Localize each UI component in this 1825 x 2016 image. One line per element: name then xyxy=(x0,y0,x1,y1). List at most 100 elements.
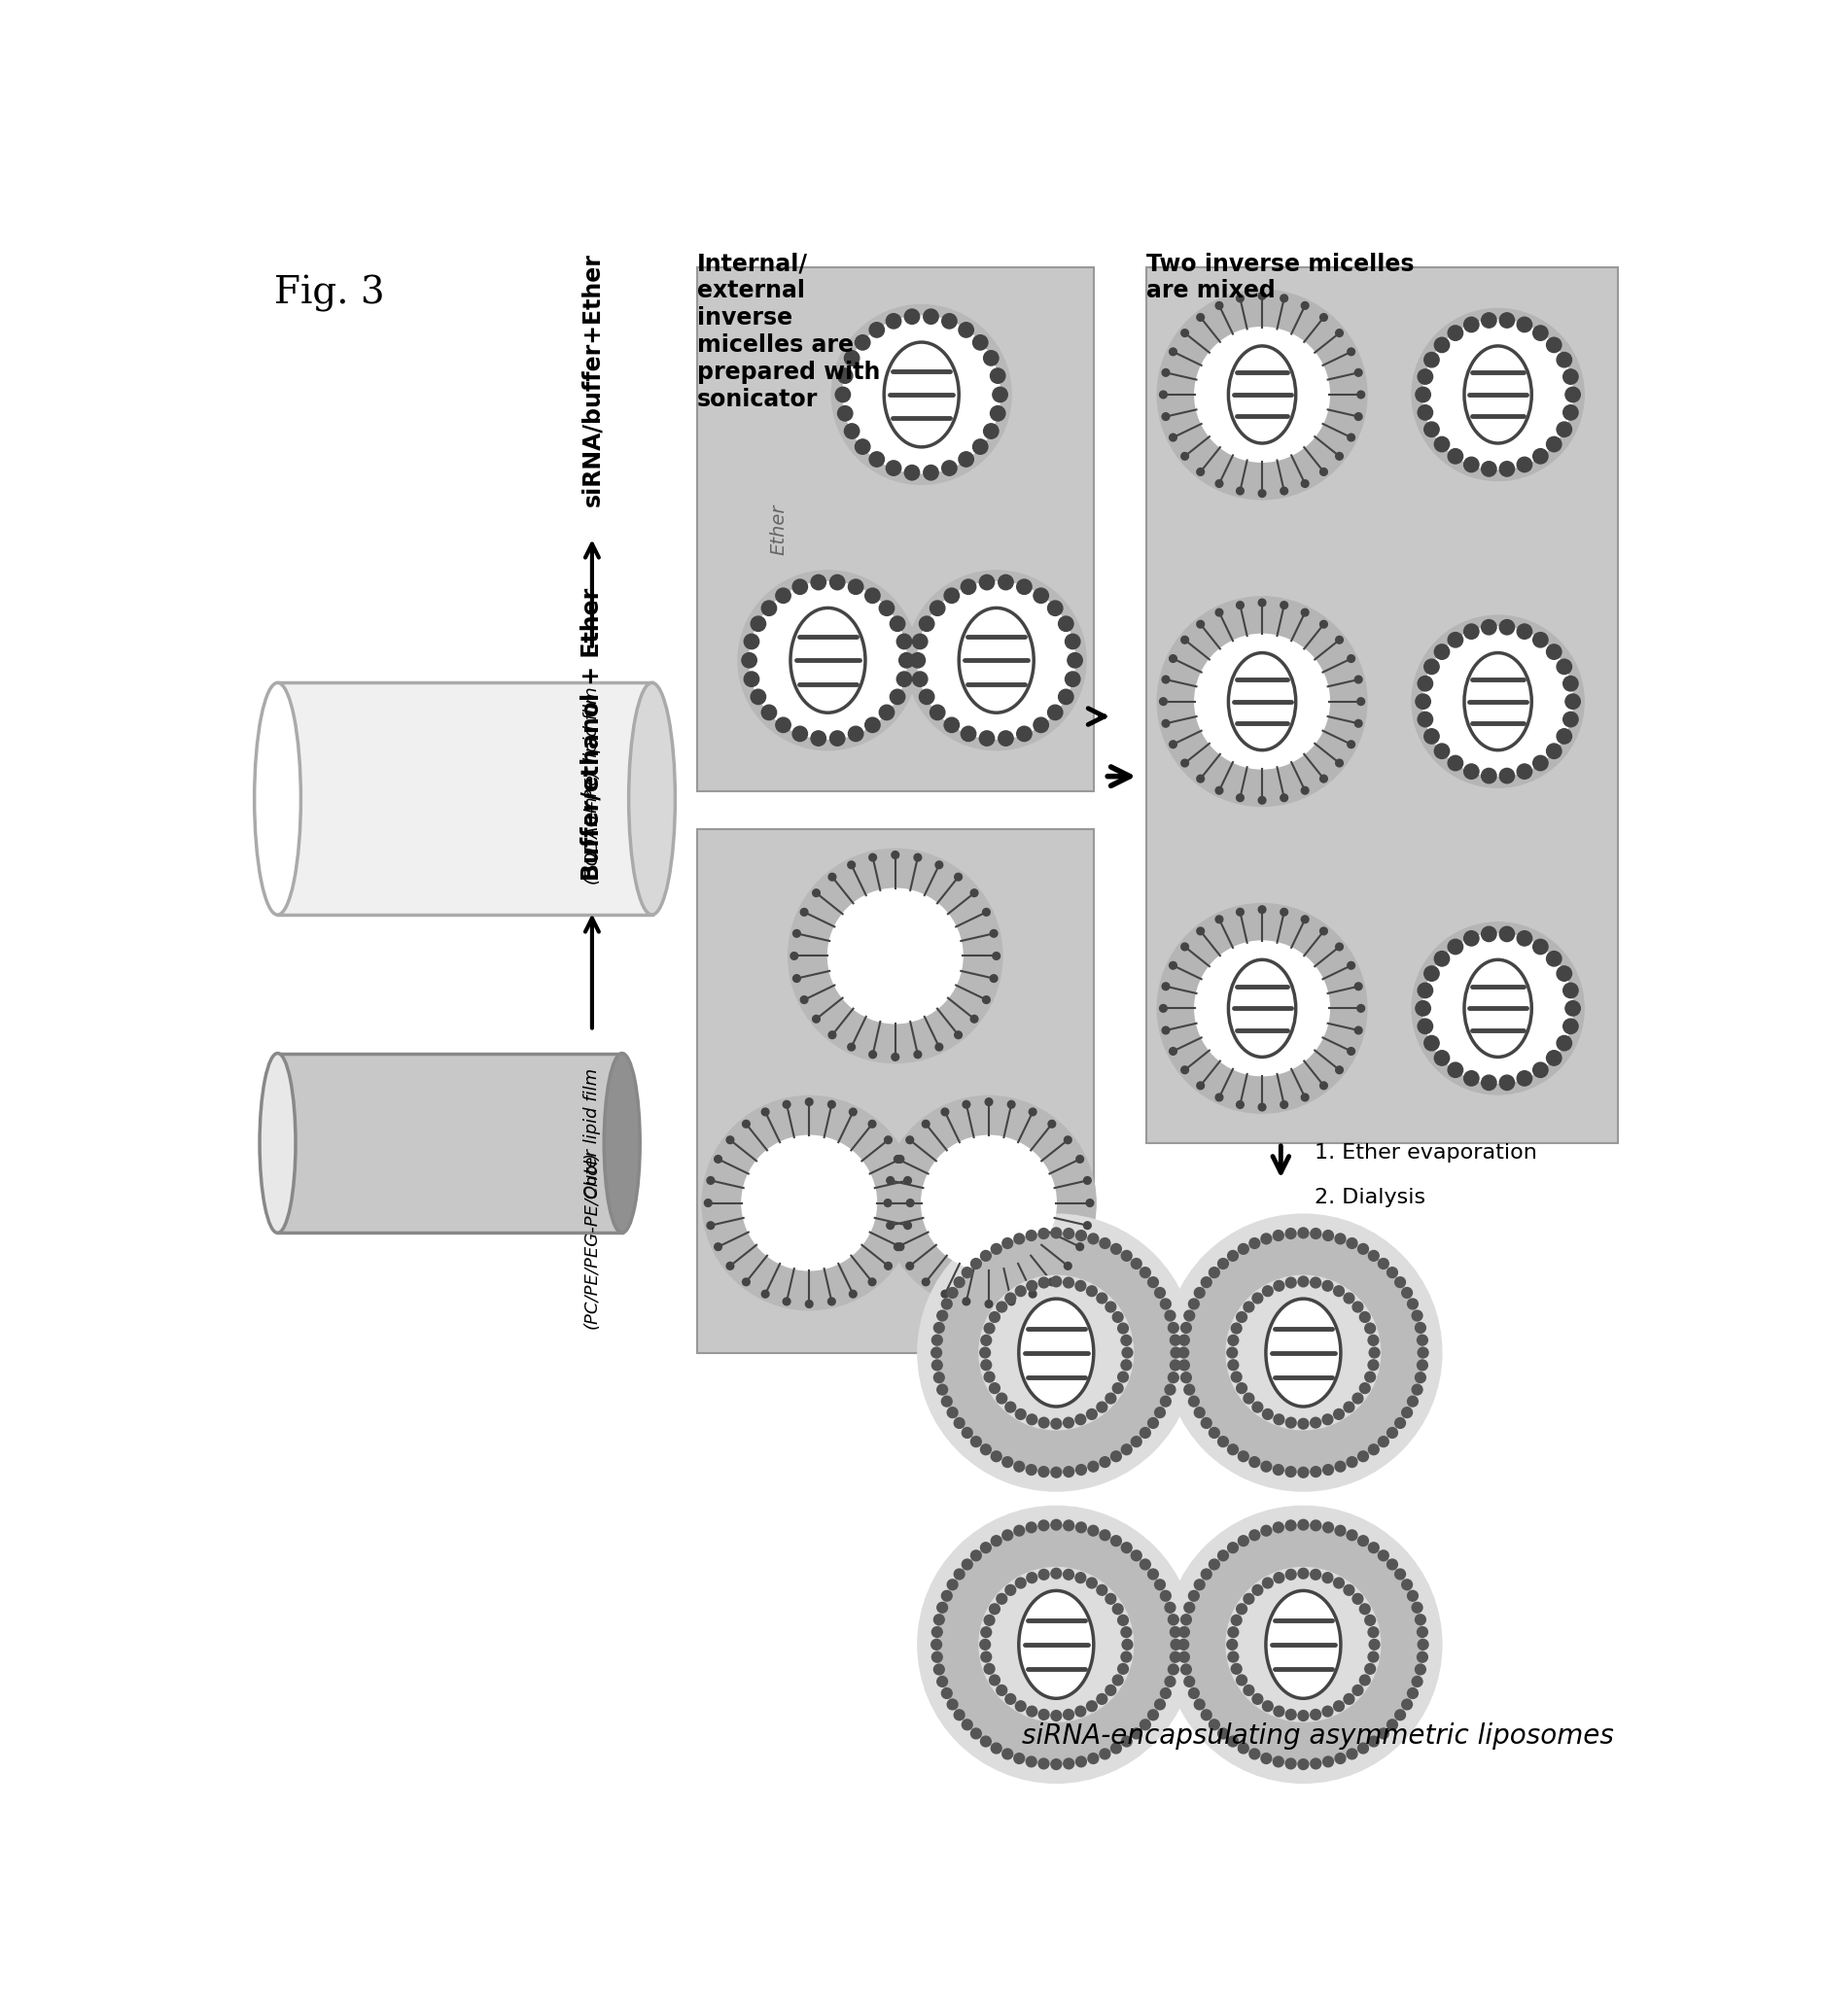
Circle shape xyxy=(1285,1228,1296,1238)
Circle shape xyxy=(1161,1591,1172,1601)
Circle shape xyxy=(1369,1359,1378,1371)
Circle shape xyxy=(1414,1373,1425,1383)
Circle shape xyxy=(1323,1413,1332,1425)
Circle shape xyxy=(982,1359,991,1371)
Circle shape xyxy=(1002,1530,1013,1540)
Circle shape xyxy=(1243,1393,1254,1403)
Circle shape xyxy=(1343,1693,1354,1704)
Circle shape xyxy=(1228,1627,1239,1637)
Circle shape xyxy=(954,1417,965,1427)
Ellipse shape xyxy=(1228,960,1296,1056)
Circle shape xyxy=(1141,1268,1150,1278)
Circle shape xyxy=(1369,1639,1380,1649)
Circle shape xyxy=(1517,458,1531,472)
Circle shape xyxy=(1038,1710,1049,1720)
Circle shape xyxy=(761,601,776,615)
Circle shape xyxy=(1236,794,1245,802)
Circle shape xyxy=(982,909,991,915)
Circle shape xyxy=(1228,1335,1239,1345)
Circle shape xyxy=(1354,369,1361,377)
Circle shape xyxy=(1416,694,1431,710)
Circle shape xyxy=(1232,1663,1241,1673)
Circle shape xyxy=(1097,1693,1108,1704)
Circle shape xyxy=(1058,689,1073,704)
Circle shape xyxy=(962,1720,973,1730)
Circle shape xyxy=(971,1258,982,1268)
Circle shape xyxy=(1298,1276,1309,1286)
Circle shape xyxy=(1097,1693,1108,1704)
Circle shape xyxy=(1237,1383,1246,1393)
Circle shape xyxy=(1252,1585,1263,1595)
Circle shape xyxy=(1148,1276,1159,1288)
Circle shape xyxy=(1261,1754,1272,1764)
Circle shape xyxy=(1097,1585,1108,1595)
Circle shape xyxy=(993,952,1000,960)
Circle shape xyxy=(1243,1593,1254,1605)
Circle shape xyxy=(1418,1651,1427,1663)
Circle shape xyxy=(1163,982,1170,990)
Circle shape xyxy=(1557,728,1571,744)
Circle shape xyxy=(1336,329,1343,337)
Circle shape xyxy=(745,671,759,687)
Circle shape xyxy=(1033,718,1049,732)
Circle shape xyxy=(1310,1278,1321,1288)
Circle shape xyxy=(1121,1627,1132,1637)
Circle shape xyxy=(1006,1292,1017,1304)
Circle shape xyxy=(1027,1280,1037,1290)
Circle shape xyxy=(1343,1401,1354,1413)
Circle shape xyxy=(892,851,900,859)
Circle shape xyxy=(1121,1651,1132,1661)
Circle shape xyxy=(1369,1627,1378,1637)
Circle shape xyxy=(1360,1675,1371,1685)
Circle shape xyxy=(1336,943,1343,950)
Circle shape xyxy=(1347,1458,1358,1468)
Circle shape xyxy=(1161,1298,1172,1308)
Circle shape xyxy=(1482,619,1496,635)
Circle shape xyxy=(958,452,973,468)
Circle shape xyxy=(1208,1720,1219,1730)
Circle shape xyxy=(1259,490,1267,498)
Circle shape xyxy=(1027,1572,1037,1583)
Circle shape xyxy=(958,323,973,337)
Circle shape xyxy=(1274,1413,1285,1425)
Circle shape xyxy=(849,1109,856,1115)
Circle shape xyxy=(989,1383,1000,1393)
Circle shape xyxy=(1038,1228,1049,1238)
Circle shape xyxy=(962,1101,971,1109)
Circle shape xyxy=(905,1137,914,1143)
Circle shape xyxy=(1369,1651,1378,1661)
Circle shape xyxy=(971,1437,982,1447)
Circle shape xyxy=(1347,1530,1358,1540)
Circle shape xyxy=(1159,698,1166,706)
Circle shape xyxy=(1347,655,1354,663)
Circle shape xyxy=(1310,1466,1321,1478)
Circle shape xyxy=(1106,1685,1115,1695)
Circle shape xyxy=(1336,1526,1345,1536)
Circle shape xyxy=(1170,740,1177,748)
Circle shape xyxy=(1402,1407,1413,1417)
Circle shape xyxy=(1170,1335,1181,1345)
Circle shape xyxy=(1564,712,1579,728)
Circle shape xyxy=(1352,1685,1363,1695)
Circle shape xyxy=(887,1177,894,1183)
Circle shape xyxy=(1564,369,1579,385)
Circle shape xyxy=(905,466,920,480)
Circle shape xyxy=(942,1109,949,1115)
Circle shape xyxy=(1414,1663,1425,1675)
Circle shape xyxy=(944,589,960,603)
Circle shape xyxy=(1038,1417,1049,1427)
Circle shape xyxy=(1310,1758,1321,1768)
Circle shape xyxy=(1285,1710,1296,1720)
Circle shape xyxy=(1500,462,1515,476)
Circle shape xyxy=(1347,962,1354,970)
Circle shape xyxy=(1086,1579,1097,1589)
Circle shape xyxy=(980,1250,991,1260)
Circle shape xyxy=(1119,1663,1128,1673)
Circle shape xyxy=(1197,621,1205,627)
Circle shape xyxy=(954,873,962,881)
Circle shape xyxy=(1015,1286,1026,1296)
Circle shape xyxy=(1097,1401,1108,1413)
Circle shape xyxy=(1281,294,1288,302)
Circle shape xyxy=(922,1121,929,1127)
Circle shape xyxy=(1184,1310,1195,1320)
